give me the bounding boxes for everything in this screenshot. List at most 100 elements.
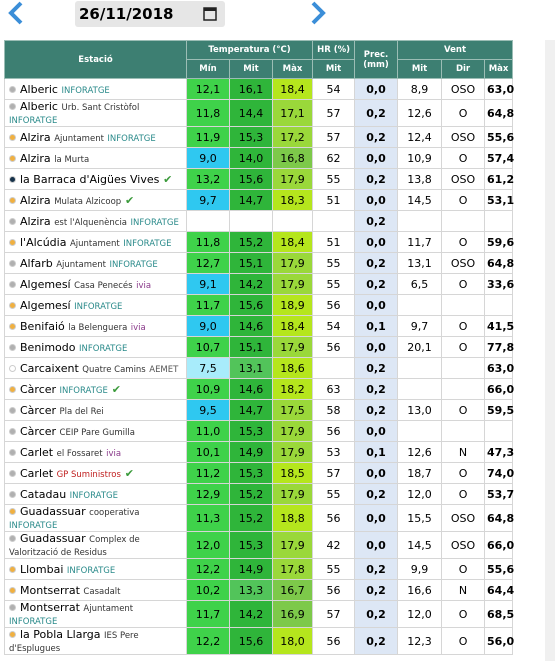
value-cell: 14,6 bbox=[229, 315, 273, 337]
value-cell: 15,6 bbox=[229, 294, 273, 316]
value-cell: 18,3 bbox=[271, 189, 314, 211]
station-place: est l'Alquenència bbox=[54, 217, 128, 228]
station-place: Complex de Valorització de Residus bbox=[9, 535, 140, 558]
station-name: Carcaixent bbox=[20, 361, 79, 375]
value-cell: 17,1 bbox=[271, 99, 314, 127]
value-cell: O bbox=[441, 399, 486, 421]
station-cell: Càrcer INFORATGE ✔ bbox=[4, 378, 187, 400]
value-cell: 56 bbox=[312, 336, 356, 358]
value-cell: O bbox=[441, 273, 486, 295]
station-brand: INFORATGE bbox=[79, 343, 128, 354]
value-cell bbox=[484, 210, 514, 232]
value-cell: 15,1 bbox=[229, 252, 273, 274]
station-brand: INFORATGE bbox=[123, 238, 172, 249]
station-place: cooperativa bbox=[89, 508, 140, 518]
value-cell: 11,0 bbox=[186, 420, 230, 442]
stations-table: Estació Temperatura (°C) HR (%) Prec. (m… bbox=[4, 40, 514, 655]
station-row: Carlet GP Suministros ✔ 11,2 15,3 18,5 57 0,0… bbox=[4, 462, 514, 484]
status-dot bbox=[9, 133, 16, 141]
station-cell: Càrcer CEIP Pare Gumilla bbox=[4, 420, 187, 442]
value-cell: 77,8 bbox=[484, 336, 514, 358]
station-cell: la Pobla Llarga IES Pere d'Esplugues bbox=[4, 627, 187, 655]
value-cell: 14,6 bbox=[229, 378, 273, 400]
status-dot bbox=[9, 280, 16, 288]
prev-day[interactable] bbox=[6, 0, 26, 26]
value-cell bbox=[397, 378, 443, 400]
station-cell: Montserrat Ajuntament INFORATGE bbox=[4, 600, 187, 628]
station-cell: Alberic Urb. Sant Cristòfol INFORATGE bbox=[4, 99, 187, 127]
value-cell: 16,8 bbox=[271, 147, 314, 169]
value-cell: 0,0 bbox=[354, 420, 399, 442]
sub-header: Mín bbox=[186, 59, 230, 79]
value-cell: 9,0 bbox=[186, 315, 230, 337]
value-cell: 59,5 bbox=[484, 399, 514, 421]
station-name: la Barraca d'Aigües Vives bbox=[20, 172, 160, 186]
station-name: l'Alcúdia bbox=[20, 235, 67, 249]
value-cell: 13,8 bbox=[397, 168, 443, 190]
station-row: Alberic INFORATGE 12,1 16,1 18,4 54 0,0 8,9 OSO… bbox=[4, 78, 514, 100]
value-cell bbox=[229, 210, 273, 232]
value-cell: 11,3 bbox=[186, 504, 230, 532]
value-cell: 0,0 bbox=[354, 336, 399, 358]
value-cell: 0,2 bbox=[354, 558, 399, 580]
value-cell: O bbox=[441, 483, 486, 505]
station-brand: INFORATGE bbox=[107, 133, 156, 144]
value-cell: 53,7 bbox=[484, 483, 514, 505]
station-cell: Alzira Ajuntament INFORATGE bbox=[4, 126, 187, 148]
value-cell: N bbox=[441, 441, 486, 463]
station-brand: INFORATGE bbox=[61, 85, 110, 96]
station-cell: Alzira la Murta bbox=[4, 147, 187, 169]
station-row: Alfarb Ajuntament INFORATGE 12,7 15,1 17,9 5… bbox=[4, 252, 514, 274]
status-dot bbox=[9, 535, 16, 542]
value-cell: 17,8 bbox=[271, 558, 314, 580]
station-row: Alzira est l'Alquenència INFORATGE 0,2 bbox=[4, 210, 514, 232]
header: HR (%) bbox=[312, 40, 356, 60]
station-cell: Algemesí INFORATGE bbox=[4, 294, 187, 316]
value-cell: 15,3 bbox=[229, 126, 273, 148]
station-brand: INFORATGE bbox=[9, 617, 58, 627]
value-cell: 12,6 bbox=[397, 99, 443, 127]
station-cell: Guadassuar Complex de Valorització de Re… bbox=[4, 531, 187, 559]
station-brand: INFORATGE bbox=[66, 565, 116, 576]
station-cell: Alzira est l'Alquenència INFORATGE bbox=[4, 210, 187, 232]
value-cell: 17,9 bbox=[271, 252, 314, 274]
value-cell: O bbox=[441, 99, 486, 127]
date-picker[interactable]: 26/11/2018 bbox=[75, 1, 225, 27]
station-place: Casa Penecés bbox=[74, 280, 133, 291]
value-cell: OSO bbox=[441, 531, 486, 559]
value-cell: 47,3 bbox=[484, 441, 514, 463]
station-name: la Pobla Llarga bbox=[20, 628, 101, 641]
station-name: Alzira bbox=[20, 151, 51, 165]
value-cell: 16,9 bbox=[271, 600, 314, 628]
value-cell: 0,0 bbox=[354, 231, 399, 253]
value-cell: 11,7 bbox=[186, 294, 230, 316]
value-cell: 10,7 bbox=[186, 336, 230, 358]
station-brand: INFORATGE bbox=[9, 521, 58, 531]
value-cell: 54 bbox=[312, 315, 356, 337]
value-cell: 12,0 bbox=[397, 600, 443, 628]
station-row: Càrcer CEIP Pare Gumilla 11,0 15,3 17,9 56 0,… bbox=[4, 420, 514, 442]
station-name: Alberic bbox=[20, 100, 58, 113]
value-cell: 9,5 bbox=[186, 399, 230, 421]
value-cell: 66,0 bbox=[484, 378, 514, 400]
next-day[interactable] bbox=[308, 0, 328, 26]
station-row: Alberic Urb. Sant Cristòfol INFORATGE 11,… bbox=[4, 99, 514, 127]
value-cell: 0,0 bbox=[354, 147, 399, 169]
value-cell bbox=[397, 210, 443, 232]
value-cell: 14,4 bbox=[229, 99, 273, 127]
station-row: la Pobla Llarga IES Pere d'Esplugues 12,2… bbox=[4, 627, 514, 655]
value-cell: 17,9 bbox=[271, 168, 314, 190]
value-cell: 14,5 bbox=[397, 531, 443, 559]
value-cell: 18,7 bbox=[397, 462, 443, 484]
value-cell: O bbox=[441, 189, 486, 211]
station-place: la Murta bbox=[54, 154, 90, 165]
station-name: Càrcer bbox=[20, 403, 57, 417]
value-cell: 56 bbox=[312, 579, 356, 601]
value-cell: 10,9 bbox=[397, 147, 443, 169]
value-cell: 0,1 bbox=[354, 441, 399, 463]
value-cell: 16,7 bbox=[271, 579, 314, 601]
value-cell: 13,2 bbox=[186, 168, 230, 190]
value-cell: 17,9 bbox=[271, 420, 314, 442]
value-cell: 17,5 bbox=[271, 399, 314, 421]
scrollbar[interactable] bbox=[545, 40, 555, 661]
